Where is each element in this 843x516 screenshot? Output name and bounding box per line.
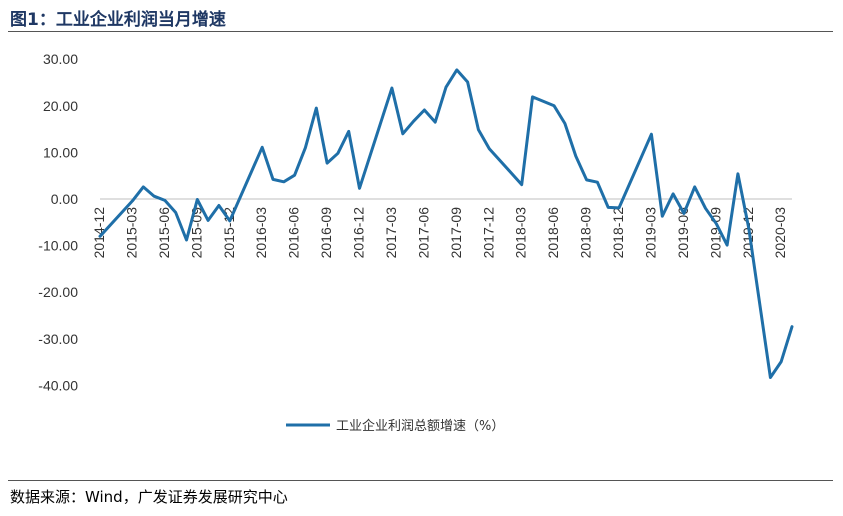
x-tick-label: 2015-12 (221, 207, 237, 259)
x-tick-label: 2017-06 (415, 207, 431, 259)
x-tick-label: 2019-06 (675, 207, 691, 259)
source-note: 数据来源：Wind，广发证券发展研究中心 (10, 488, 288, 506)
y-tick-label: -30.00 (38, 331, 78, 347)
x-tick-label: 2020-03 (772, 207, 788, 259)
x-tick-label: 2019-09 (707, 207, 723, 259)
bottom-divider (8, 480, 833, 481)
y-tick-label: -20.00 (38, 284, 78, 300)
legend-label: 工业企业利润总额增速（%） (336, 418, 504, 434)
x-tick-label: 2018-03 (513, 207, 529, 259)
legend: 工业企业利润总额增速（%） (286, 418, 504, 434)
y-tick-label: -10.00 (38, 238, 78, 254)
x-tick-label: 2015-06 (156, 207, 172, 259)
y-tick-label: 0.00 (51, 191, 78, 207)
x-tick-label: 2017-12 (480, 207, 496, 259)
y-tick-label: 10.00 (43, 144, 78, 160)
x-tick-label: 2018-09 (578, 207, 594, 259)
x-tick-label: 2015-03 (123, 207, 139, 259)
x-tick-label: 2017-03 (383, 207, 399, 259)
x-tick-label: 2017-09 (448, 207, 464, 259)
series-layer (98, 68, 794, 379)
x-tick-label: 2014-12 (91, 207, 107, 259)
x-tick-label: 2018-12 (610, 207, 626, 259)
y-tick-label: 30.00 (43, 51, 78, 67)
x-tick-label: 2016-03 (253, 207, 269, 259)
x-tick-label: 2018-06 (545, 207, 561, 259)
y-tick-label: 20.00 (43, 98, 78, 114)
x-tick-label: 2019-03 (642, 207, 658, 259)
x-tick-label: 2016-06 (286, 207, 302, 259)
series-line (98, 68, 794, 379)
chart-title: 图1：工业企业利润当月增速 (10, 10, 226, 30)
x-tick-label: 2016-09 (318, 207, 334, 259)
y-tick-label: -40.00 (38, 377, 78, 393)
x-tick-label: 2015-09 (188, 207, 204, 259)
y-axis: 30.00 20.00 10.00 0.00 -10.00 -20.00 -30.00 -40… (38, 51, 78, 393)
top-divider (8, 31, 833, 32)
x-tick-label: 2016-12 (351, 207, 367, 259)
